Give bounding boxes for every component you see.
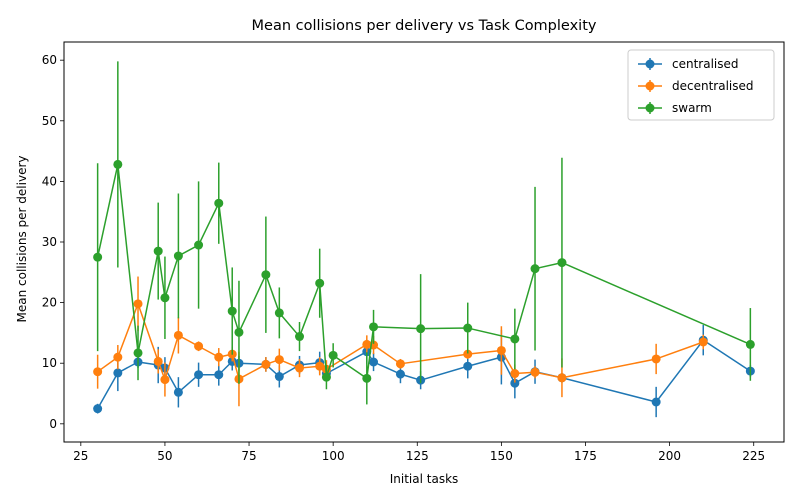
data-point (651, 397, 661, 407)
data-point (328, 350, 338, 360)
x-tick-label: 100 (322, 449, 345, 463)
x-tick-label: 125 (406, 449, 429, 463)
data-point (113, 368, 123, 378)
data-point (274, 308, 284, 318)
y-tick-label: 10 (42, 356, 57, 370)
data-point (194, 341, 204, 351)
data-point (416, 324, 426, 334)
data-point (160, 375, 170, 385)
legend: centralised decentralised swarm (627, 49, 775, 121)
data-point (173, 330, 183, 340)
data-point (395, 369, 405, 379)
data-point (274, 372, 284, 382)
x-tick-label: 25 (73, 449, 88, 463)
y-axis: 0 10 20 30 40 50 60 (42, 53, 64, 431)
x-tick-label: 225 (742, 449, 765, 463)
legend-marker (645, 103, 655, 113)
legend-marker (645, 81, 655, 91)
data-point (510, 334, 520, 344)
data-point (261, 270, 271, 280)
y-tick-label: 20 (42, 296, 57, 310)
data-point (173, 387, 183, 397)
data-point (214, 198, 224, 208)
data-point (369, 357, 379, 367)
data-point (463, 323, 473, 333)
data-point (530, 264, 540, 274)
data-point (93, 404, 103, 414)
data-point (362, 373, 372, 383)
data-point (227, 306, 237, 316)
data-point (315, 278, 325, 288)
data-point (698, 337, 708, 347)
x-tick-label: 75 (241, 449, 256, 463)
data-point (214, 370, 224, 380)
x-tick-label: 50 (157, 449, 172, 463)
data-point (557, 373, 567, 383)
series-swarm (93, 61, 755, 405)
data-point (395, 359, 405, 369)
data-point (261, 359, 271, 369)
data-point (496, 345, 506, 355)
data-point (93, 367, 103, 377)
data-point (133, 348, 143, 358)
data-point (321, 372, 331, 382)
x-axis-label: Initial tasks (390, 472, 459, 486)
data-point (557, 258, 567, 268)
series-layer (93, 61, 755, 418)
data-point (153, 246, 163, 256)
series-line (96, 163, 751, 380)
legend-label: centralised (672, 57, 739, 71)
y-tick-label: 60 (42, 53, 57, 67)
legend-marker (645, 59, 655, 69)
data-point (113, 159, 123, 169)
data-point (194, 240, 204, 250)
y-tick-label: 30 (42, 235, 57, 249)
x-axis: 25 50 75 100 125 150 175 200 225 (73, 442, 765, 463)
data-point (93, 252, 103, 262)
chart-title: Mean collisions per delivery vs Task Com… (252, 18, 597, 34)
data-point (295, 363, 305, 373)
data-point (295, 332, 305, 342)
series-decentralised (93, 276, 708, 407)
data-point (651, 354, 661, 364)
x-tick-label: 200 (658, 449, 681, 463)
data-point (113, 352, 123, 362)
y-axis-label: Mean collisions per delivery (15, 156, 29, 323)
data-point (194, 370, 204, 380)
legend-label: decentralised (672, 79, 754, 93)
data-point (463, 361, 473, 371)
data-point (530, 367, 540, 377)
data-point (153, 356, 163, 366)
y-tick-label: 40 (42, 174, 57, 188)
legend-box (627, 49, 775, 121)
data-point (315, 361, 325, 371)
data-point (274, 355, 284, 365)
data-point (234, 327, 244, 337)
x-tick-label: 175 (574, 449, 597, 463)
data-point (463, 349, 473, 359)
y-tick-label: 0 (49, 417, 57, 431)
data-point (510, 378, 520, 388)
y-tick-label: 50 (42, 114, 57, 128)
data-point (214, 352, 224, 362)
data-point (173, 251, 183, 261)
legend-label: swarm (672, 101, 712, 115)
data-point (133, 299, 143, 309)
data-point (510, 369, 520, 379)
data-point (362, 339, 372, 349)
x-tick-label: 150 (490, 449, 513, 463)
data-point (160, 293, 170, 303)
data-point (369, 322, 379, 332)
data-point (745, 339, 755, 349)
